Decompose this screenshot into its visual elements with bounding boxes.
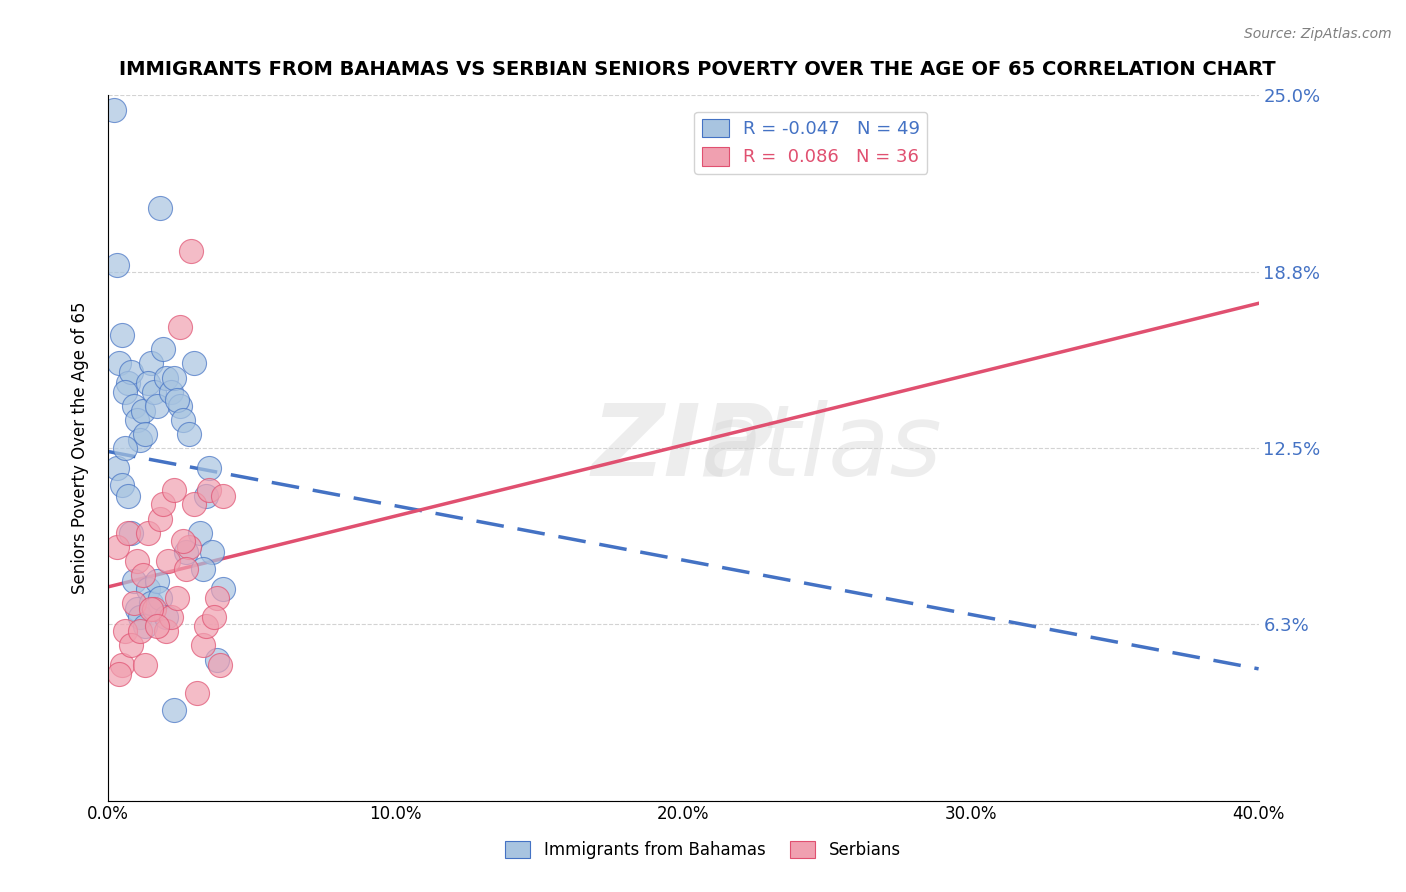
Point (197, 483, 219, 498)
Point (157, 554, 180, 568)
Point (163, 703, 186, 717)
Point (136, 525, 159, 540)
Point (174, 562, 197, 576)
Point (136, 376, 159, 391)
Point (200, 545, 222, 559)
Point (207, 591, 229, 605)
Point (166, 591, 188, 605)
Point (177, 426, 200, 441)
Point (125, 413, 148, 427)
Point (105, 258, 128, 272)
Point (134, 618, 156, 632)
Point (134, 658, 156, 673)
Point (207, 652, 229, 666)
Point (128, 433, 150, 447)
Point (163, 483, 186, 498)
Point (117, 489, 139, 503)
Point (117, 525, 139, 540)
Point (194, 618, 217, 632)
Point (143, 384, 166, 399)
Point (108, 666, 131, 681)
Point (111, 328, 134, 343)
Point (212, 582, 235, 596)
Point (204, 610, 226, 624)
Point (149, 511, 172, 525)
Point (191, 562, 214, 576)
Point (146, 618, 169, 632)
Point (136, 582, 159, 596)
Point (105, 460, 128, 475)
Point (134, 426, 156, 441)
Point (120, 365, 142, 379)
Point (169, 319, 191, 334)
Point (183, 498, 205, 512)
Point (111, 658, 134, 673)
Point (114, 441, 136, 455)
Point (143, 602, 166, 616)
Point (191, 639, 214, 653)
Point (120, 639, 142, 653)
Point (186, 686, 208, 700)
Point (114, 624, 136, 639)
Point (103, 103, 125, 117)
Point (128, 610, 150, 624)
Text: Source: ZipAtlas.com: Source: ZipAtlas.com (1244, 27, 1392, 41)
Point (155, 624, 177, 639)
Point (117, 376, 139, 391)
Point (114, 384, 136, 399)
Y-axis label: Seniors Poverty Over the Age of 65: Seniors Poverty Over the Age of 65 (72, 301, 89, 594)
Point (105, 540, 128, 554)
Point (149, 591, 172, 605)
Text: ZIP: ZIP (592, 400, 775, 497)
Point (146, 399, 169, 413)
Point (160, 610, 183, 624)
Point (180, 244, 202, 258)
Point (155, 610, 177, 624)
Point (194, 489, 217, 503)
Point (149, 201, 172, 215)
Point (152, 498, 174, 512)
Text: atlas: atlas (700, 400, 942, 497)
Point (122, 596, 145, 610)
Point (125, 554, 148, 568)
Point (166, 393, 188, 408)
Point (139, 356, 162, 370)
Point (152, 343, 174, 357)
Point (183, 356, 205, 370)
Point (111, 477, 134, 491)
Point (174, 545, 197, 559)
Point (125, 602, 148, 616)
Point (163, 370, 186, 384)
Point (146, 574, 169, 588)
Point (122, 574, 145, 588)
Point (169, 399, 191, 413)
Point (131, 404, 153, 418)
Text: IMMIGRANTS FROM BAHAMAS VS SERBIAN SENIORS POVERTY OVER THE AGE OF 65 CORRELATIO: IMMIGRANTS FROM BAHAMAS VS SERBIAN SENIO… (120, 60, 1277, 78)
Point (122, 399, 145, 413)
Point (108, 356, 131, 370)
Point (160, 384, 183, 399)
Point (131, 568, 153, 582)
Point (172, 534, 194, 549)
Point (177, 540, 200, 554)
Legend: R = -0.047   N = 49, R =  0.086   N = 36: R = -0.047 N = 49, R = 0.086 N = 36 (695, 112, 928, 174)
Point (139, 596, 162, 610)
Legend: Immigrants from Bahamas, Serbians: Immigrants from Bahamas, Serbians (499, 834, 907, 866)
Point (197, 460, 219, 475)
Point (155, 370, 177, 384)
Point (188, 525, 211, 540)
Point (209, 658, 232, 673)
Point (172, 413, 194, 427)
Point (128, 624, 150, 639)
Point (212, 489, 235, 503)
Point (120, 525, 142, 540)
Point (139, 602, 162, 616)
